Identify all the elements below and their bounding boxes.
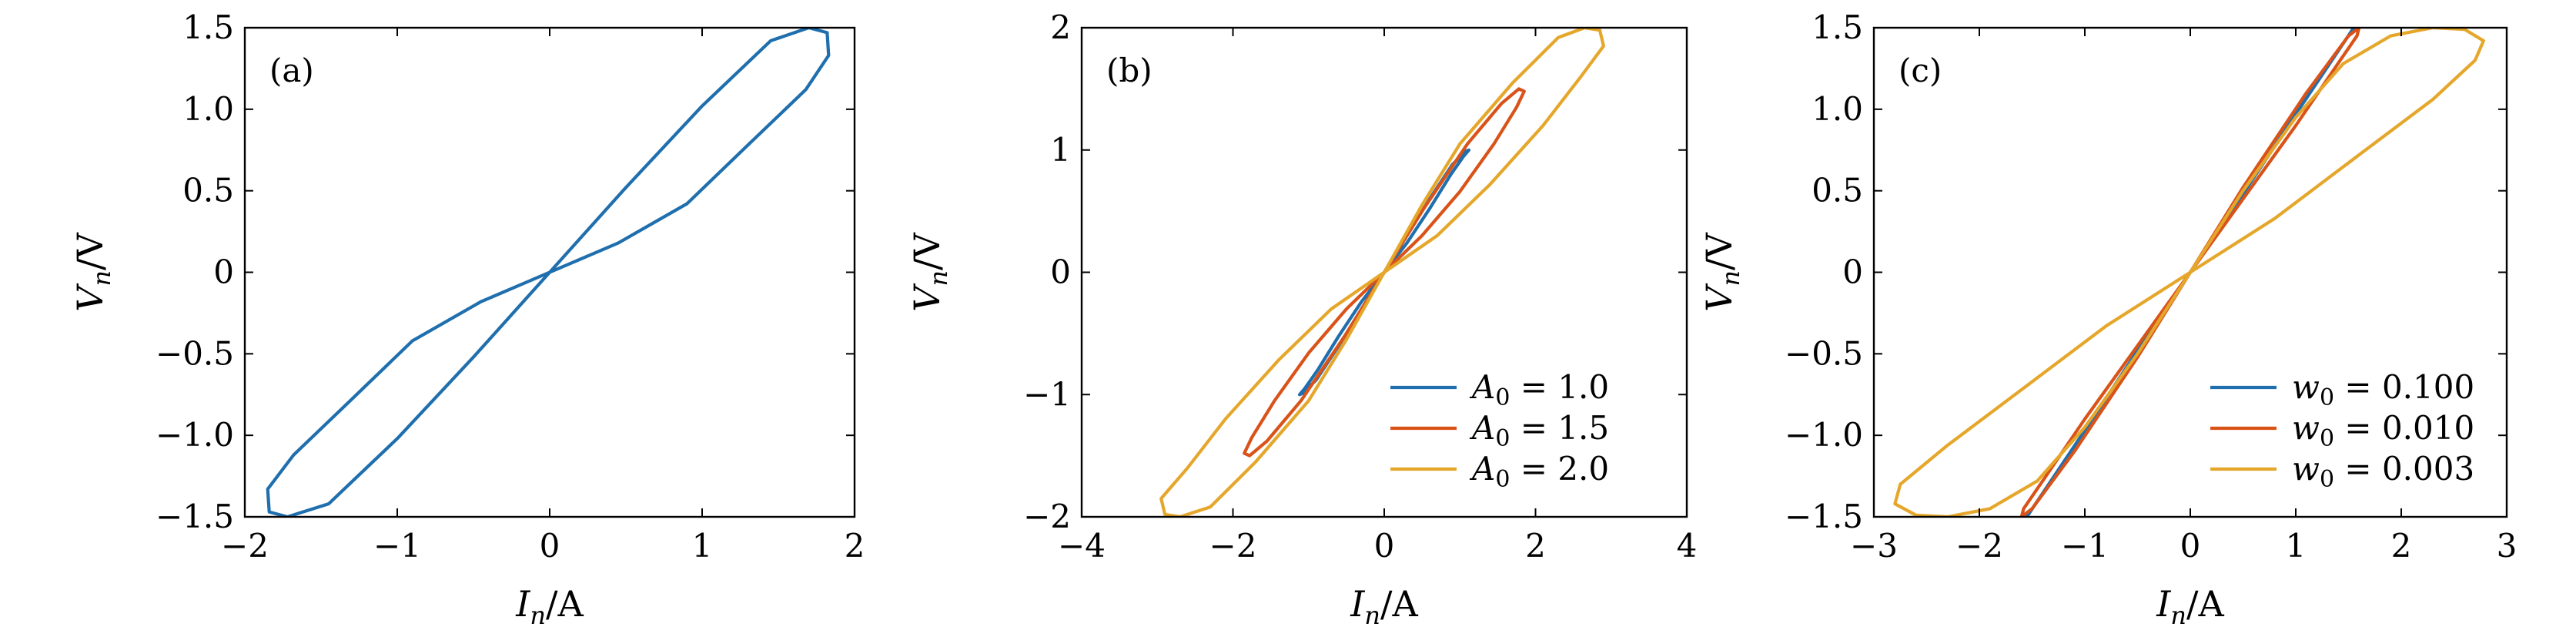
x-tick-label: 1	[2286, 527, 2307, 565]
x-tick-label: 2	[1525, 527, 1546, 565]
y-tick-label: 0.5	[182, 172, 234, 210]
legend-label-2: w0 = 0.010	[2292, 409, 2474, 452]
series-line-1	[266, 28, 831, 517]
y-tick-label: −1	[1023, 375, 1071, 413]
legend-label-3: w0 = 0.003	[2292, 450, 2474, 493]
x-axis-label: In/A	[1350, 583, 1418, 630]
y-tick-label: 0.5	[1812, 172, 1863, 210]
legend-label-3: A0 = 2.0	[1469, 450, 1609, 493]
panel-a: −2 −1 0 1 2 −1.5 −1.0 −0.5 0 0.5 1.0 1.5 (a) In/A Vn/V	[69, 8, 865, 630]
x-tick-label: −3	[1850, 527, 1898, 565]
x-axis-label: In/A	[2156, 583, 2224, 630]
y-tick-label: −1.5	[156, 498, 234, 535]
y-tick-label: −2	[1023, 498, 1071, 535]
legend: A0 = 1.0A0 = 1.5A0 = 2.0	[1390, 368, 1609, 493]
y-tick-label: 2	[1050, 8, 1071, 46]
y-tick-label: 1.0	[1812, 90, 1863, 128]
y-tick-label: 0	[213, 253, 234, 291]
panel-label: (a)	[269, 52, 314, 89]
legend-label-1: w0 = 0.100	[2292, 368, 2474, 411]
x-tick-label: 0	[540, 527, 560, 565]
x-axis-label: In/A	[515, 583, 584, 630]
x-tick-label: −2	[1209, 527, 1257, 565]
x-tick-label: 0	[1374, 527, 1395, 565]
y-tick-label: 1.5	[182, 8, 234, 46]
y-axis-label: Vn/V	[906, 232, 953, 311]
x-tick-label: 4	[1677, 527, 1698, 565]
y-axis-label: Vn/V	[1698, 232, 1745, 311]
panel-c: −3 −2 −1 0 1 2 3 −1.5 −1.0 −0.5 0 0.5 1.0 1.5 (c) In/A V…	[1698, 8, 2517, 630]
x-tick-label: 1	[692, 527, 713, 565]
y-tick-label: −1.5	[1785, 498, 1863, 535]
series-line-3	[1893, 28, 2485, 517]
y-tick-label: 1	[1050, 131, 1071, 169]
y-tick-label: 0	[1050, 253, 1071, 291]
x-tick-label: −1	[373, 527, 421, 565]
panel-label: (b)	[1106, 52, 1153, 89]
x-tick-label: 3	[2497, 527, 2517, 565]
panel-label: (c)	[1899, 52, 1942, 89]
x-tick-label: −1	[2061, 527, 2109, 565]
x-tick-label: 0	[2180, 527, 2201, 565]
y-axis-label: Vn/V	[69, 232, 116, 311]
y-tick-label: −0.5	[156, 334, 234, 372]
x-tick-label: −2	[221, 527, 269, 565]
legend-label-2: A0 = 1.5	[1469, 409, 1609, 452]
legend-label-1: A0 = 1.0	[1469, 368, 1609, 411]
y-tick-label: −1.0	[1785, 416, 1863, 454]
y-tick-label: 1.5	[1812, 8, 1863, 46]
y-tick-label: −1.0	[156, 416, 234, 454]
x-tick-label: −4	[1058, 527, 1106, 565]
x-tick-label: 2	[845, 527, 865, 565]
x-tick-label: −2	[1955, 527, 2003, 565]
y-tick-label: 0	[1842, 253, 1863, 291]
y-tick-label: 1.0	[182, 90, 234, 128]
y-tick-label: −0.5	[1785, 334, 1863, 372]
x-tick-label: 2	[2391, 527, 2412, 565]
series-line-3	[1159, 28, 1605, 517]
